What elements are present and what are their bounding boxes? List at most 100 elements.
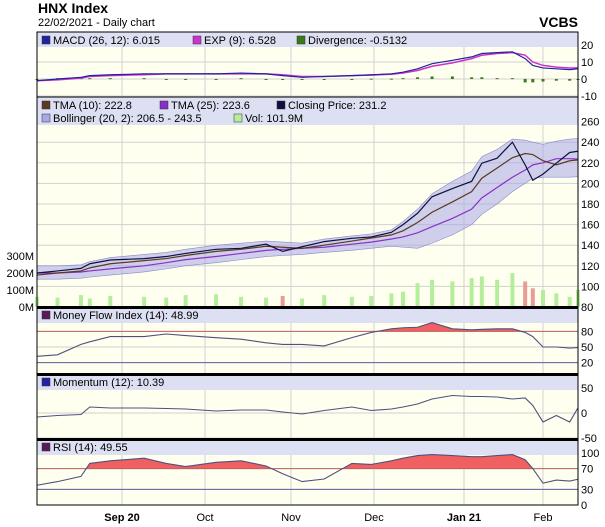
volume-bar — [510, 273, 515, 307]
momentum-swatch — [41, 377, 51, 387]
volume-bar — [541, 290, 545, 307]
x-tick-label: Jan 21 — [447, 512, 481, 524]
divergence-bar — [369, 78, 373, 80]
y-tick-label: 30 — [581, 484, 593, 496]
divergence-bar — [531, 79, 535, 83]
tma10-swatch — [41, 100, 51, 110]
divergence-bar — [523, 79, 527, 83]
y-tick-label: 20 — [581, 40, 593, 52]
divergence-bar — [568, 79, 572, 81]
volume-bar — [264, 297, 269, 307]
y-tick-label: 100 — [581, 448, 599, 460]
volume-bar — [108, 295, 113, 307]
divergence-bar — [164, 79, 168, 80]
y-tick-label: 0 — [581, 408, 587, 420]
chart-title: HNX Index — [38, 0, 108, 16]
divergence-bar — [510, 78, 514, 80]
y-tick-label: 50 — [581, 383, 593, 395]
y-tick-label: 260 — [581, 117, 599, 129]
mfi-legend: Money Flow Index (14): 48.99 — [53, 310, 199, 322]
volume-tick-label: 100M — [6, 285, 34, 297]
volume-bar — [469, 278, 474, 307]
y-tick-label: 220 — [581, 158, 599, 170]
tma10-legend: TMA (10): 222.8 — [53, 100, 132, 112]
divergence-swatch — [296, 35, 306, 45]
volume-legend: Vol: 101.9M — [245, 113, 303, 125]
volume-bar — [495, 279, 500, 307]
volume-bar — [523, 281, 528, 307]
mom-legend-band — [37, 375, 578, 390]
y-tick-label: 0 — [581, 500, 587, 512]
rsi-swatch — [41, 442, 51, 452]
volume-bar — [55, 297, 60, 307]
chart-subtitle: 22/02/2021 - Daily chart — [38, 17, 155, 29]
mfi-overbought-area — [37, 322, 578, 332]
y-tick-label: 160 — [581, 220, 599, 232]
y-tick-label: 80 — [581, 302, 593, 314]
closing-price-swatch — [276, 100, 286, 110]
divergence-bar — [389, 78, 393, 80]
volume-tick-label: 0M — [19, 302, 34, 314]
volume-bar — [300, 298, 305, 307]
macd-legend: MACD (26, 12): 6.015 — [53, 35, 160, 47]
y-tick-label: 100 — [581, 281, 599, 293]
price-legend-band — [37, 97, 578, 125]
volume-bar — [349, 296, 354, 307]
volume-bar — [183, 295, 188, 307]
divergence-bar — [416, 77, 420, 79]
volume-swatch — [233, 113, 243, 123]
divergence-bar — [450, 76, 454, 79]
macd-swatch — [41, 35, 51, 45]
divergence-bar — [264, 79, 268, 80]
divergence-bar — [88, 78, 92, 80]
momentum-line — [36, 394, 579, 423]
divergence-bar — [401, 78, 405, 80]
x-tick-label: Nov — [281, 512, 301, 524]
divergence-bar — [184, 79, 188, 80]
y-tick-label: 200 — [581, 178, 599, 190]
volume-bar — [530, 288, 535, 307]
volume-tick-label: 200M — [6, 268, 34, 280]
closing-price-line — [36, 141, 579, 274]
y-tick-label: 50 — [581, 342, 593, 354]
plot-frame — [36, 31, 579, 506]
y-tick-label: -10 — [581, 91, 597, 103]
volume-bar — [450, 281, 455, 307]
exp-swatch — [192, 35, 202, 45]
volume-bar — [430, 279, 435, 307]
y-tick-label: 80 — [581, 326, 593, 338]
divergence-bar — [350, 79, 354, 80]
volume-bar — [239, 296, 244, 307]
bollinger-legend: Bollinger (20, 2): 206.5 - 243.5 — [53, 113, 202, 125]
volume-bar — [567, 296, 572, 307]
volume-bar — [280, 295, 285, 307]
divergence-bar — [239, 78, 243, 80]
divergence-bar — [300, 79, 304, 80]
divergence-bar — [281, 79, 285, 80]
volume-bar — [164, 297, 169, 307]
rsi-legend: RSI (14): 49.55 — [53, 442, 128, 454]
volume-bar — [78, 295, 83, 307]
y-tick-label: 70 — [581, 464, 593, 476]
tma10-line — [36, 152, 579, 276]
volume-bar — [87, 298, 92, 307]
y-tick-label: -50 — [581, 433, 597, 445]
x-tick-label: Dec — [364, 512, 384, 524]
divergence-bar — [541, 79, 545, 82]
tma25-swatch — [159, 100, 169, 110]
y-tick-label: 140 — [581, 240, 599, 252]
volume-bar — [142, 296, 147, 307]
volume-tick-label: 300M — [6, 251, 34, 263]
y-tick-label: 180 — [581, 199, 599, 211]
divergence-bar — [554, 79, 558, 81]
mfi-line — [36, 321, 579, 357]
x-tick-label: Feb — [534, 512, 553, 524]
x-tick-label: Oct — [196, 512, 213, 524]
volume-bar — [214, 294, 219, 307]
macd-legend-band — [37, 32, 578, 47]
divergence-bar — [470, 77, 474, 79]
volume-bar — [369, 295, 374, 307]
divergence-legend: Divergence: -0.5132 — [308, 35, 407, 47]
rsi-legend-band — [37, 440, 578, 455]
